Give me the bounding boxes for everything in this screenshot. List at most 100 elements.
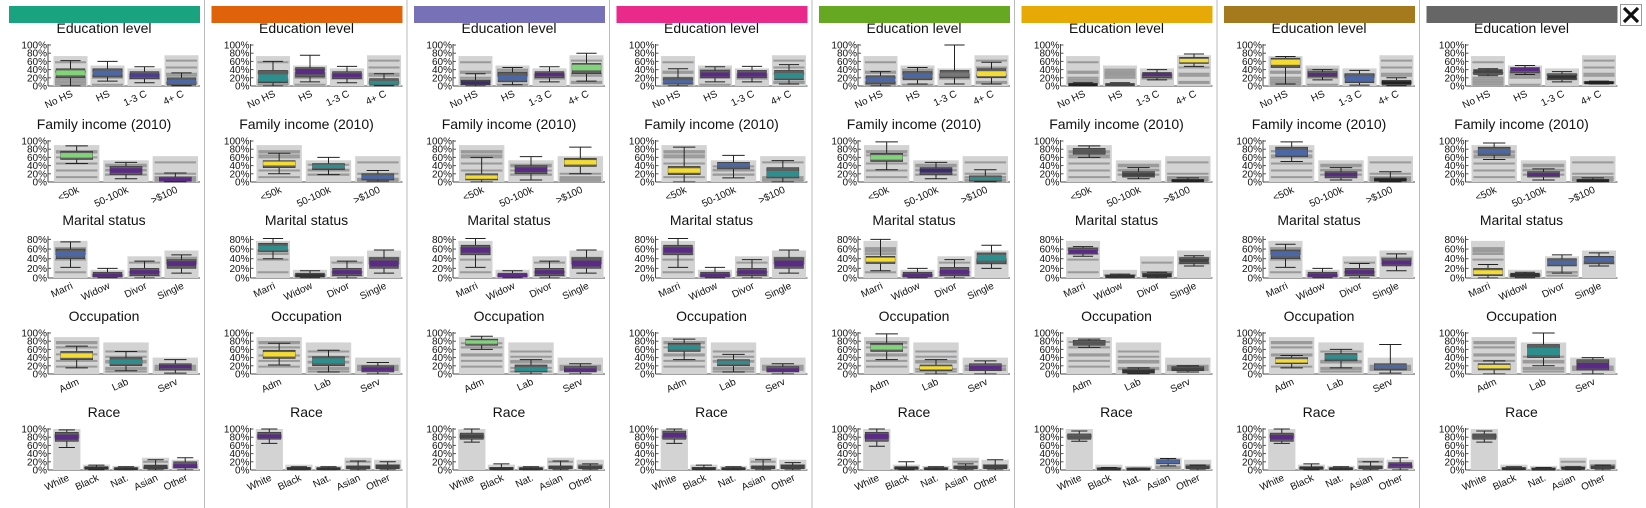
x-tick-label: Single (1573, 281, 1603, 303)
box-median-fill (766, 170, 799, 177)
y-tick-label: 40% (1242, 161, 1262, 172)
x-tick-label: <50k (259, 184, 284, 204)
box-median-fill (1179, 259, 1209, 263)
box-median-fill (1531, 467, 1556, 471)
section-title: Family income (2010) (239, 116, 374, 132)
box-median-fill (903, 73, 932, 79)
x-tick-label: 1-3 C (932, 89, 959, 109)
box-median-fill (969, 177, 1002, 181)
y-tick-label: 80% (1444, 235, 1464, 246)
x-tick-label: Black (681, 472, 709, 493)
y-tick-label: 40% (27, 161, 47, 172)
box-median-fill (1576, 362, 1609, 369)
y-tick-label: 80% (837, 235, 857, 246)
x-tick-label: Serv (1371, 377, 1394, 396)
section-title: Race (695, 404, 728, 420)
x-tick-label: Other (1377, 472, 1405, 493)
close-button[interactable] (1620, 4, 1642, 26)
x-tick-label: Divor (1338, 280, 1364, 300)
x-tick-label: Adm (868, 377, 891, 396)
y-tick-label: 20% (1242, 457, 1262, 468)
y-tick-label: 80% (432, 433, 452, 444)
x-tick-label: 4+ C (567, 89, 591, 108)
y-tick-label: 40% (1039, 449, 1059, 460)
y-tick-label: 80% (1242, 145, 1262, 156)
x-tick-label: Black (479, 472, 507, 493)
box-median-fill (130, 270, 159, 275)
x-tick-label: Serv (1169, 377, 1192, 396)
y-tick-label: 60% (634, 153, 654, 164)
section-title: Occupation (676, 308, 747, 324)
box-median-fill (287, 467, 311, 471)
box-median-fill (1156, 460, 1180, 464)
x-tick-label: Asian (335, 473, 362, 494)
box-median-fill (663, 247, 693, 253)
y-tick-label: 60% (1242, 441, 1262, 452)
section-title: Occupation (69, 308, 140, 324)
y-tick-label: 0% (235, 178, 250, 189)
box-median-fill (498, 75, 527, 81)
y-tick-label: 60% (27, 245, 47, 256)
box-median-fill (1067, 435, 1091, 439)
x-tick-label: Lab (1528, 377, 1548, 394)
y-tick-label: 40% (1039, 353, 1059, 364)
x-tick-label: >$100 (1567, 185, 1598, 207)
box-median-fill (894, 466, 918, 470)
x-tick-label: Marri (1467, 281, 1492, 301)
y-tick-label: 60% (1039, 345, 1059, 356)
y-tick-label: 80% (229, 49, 249, 60)
box-median-fill (920, 366, 952, 370)
y-tick-label: 80% (837, 49, 857, 60)
y-tick-label: 20% (1039, 264, 1059, 275)
y-tick-label: 40% (837, 449, 857, 460)
y-tick-label: 100% (1439, 41, 1465, 52)
x-tick-label: Divor (123, 280, 149, 300)
x-tick-label: Single (763, 281, 793, 303)
y-tick-label: 100% (426, 425, 452, 436)
x-tick-label: No HS (1461, 89, 1493, 112)
x-tick-label: No HS (853, 89, 885, 112)
y-tick-label: 0% (33, 370, 48, 381)
y-tick-label: 100% (831, 41, 857, 52)
section-title: Race (1100, 404, 1133, 420)
box-median-fill (1073, 149, 1106, 153)
y-tick-label: 100% (426, 41, 452, 52)
section-title: Family income (2010) (442, 116, 577, 132)
section-title: Education level (664, 20, 759, 36)
box-median-fill (56, 251, 85, 257)
y-tick-label: 0% (438, 466, 453, 477)
box-median-fill (312, 358, 345, 364)
x-tick-label: 1-3 C (1134, 89, 1161, 109)
x-tick-label: Widow (80, 280, 113, 303)
x-tick-label: Divor (528, 280, 554, 300)
y-tick-label: 80% (1444, 145, 1464, 156)
box-median-fill (159, 178, 192, 182)
x-tick-label: <50k (461, 184, 486, 204)
box-median-fill (1584, 81, 1614, 85)
y-tick-label: 40% (1039, 65, 1059, 76)
x-tick-label: Adm (1475, 377, 1498, 396)
y-tick-label: 0% (438, 82, 453, 93)
y-tick-label: 100% (1034, 425, 1060, 436)
box-median-fill (717, 360, 750, 365)
x-tick-label: No HS (1056, 89, 1088, 112)
x-tick-label: Other (1175, 472, 1203, 493)
box-median-fill (1547, 75, 1577, 79)
x-tick-label: 50-100k (1308, 184, 1346, 210)
y-tick-label: 100% (831, 329, 857, 340)
box-median-fill (1325, 172, 1357, 177)
box-median-fill (361, 175, 394, 179)
y-tick-label: 20% (1444, 361, 1464, 372)
box-median-fill (1142, 73, 1172, 77)
box-median-fill (662, 432, 686, 438)
y-tick-label: 0% (1450, 370, 1465, 381)
y-tick-label: 60% (1242, 245, 1262, 256)
x-tick-label: Other (365, 472, 393, 493)
section-title: Education level (1069, 20, 1164, 36)
box-median-fill (1527, 173, 1560, 177)
y-tick-label: 60% (27, 57, 47, 68)
y-tick-label: 20% (229, 169, 249, 180)
x-tick-label: No HS (43, 89, 75, 112)
box-median-fill (110, 168, 142, 173)
y-tick-label: 100% (1439, 137, 1465, 148)
